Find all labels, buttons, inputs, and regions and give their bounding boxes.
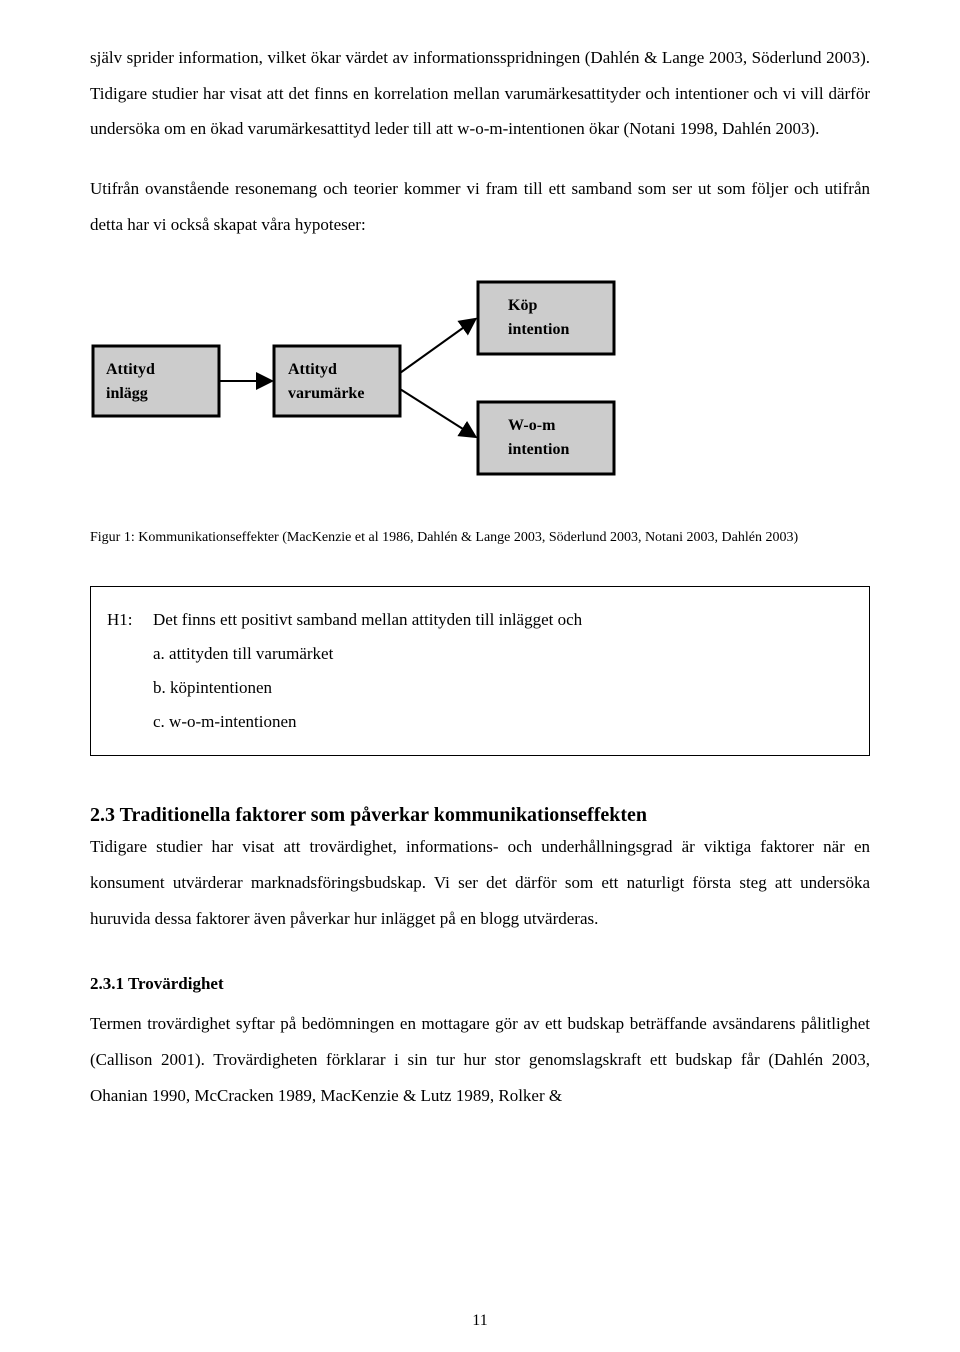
text-kop-intention-1: Köp <box>508 297 537 314</box>
hypothesis-main-row: H1: Det finns ett positivt samband mella… <box>107 603 853 637</box>
paragraph-trovardighet: Termen trovärdighet syftar på bedömninge… <box>90 1006 870 1113</box>
box-attityd-inlagg <box>93 346 219 416</box>
arrow-varumarke-to-wom <box>400 389 474 436</box>
hypothesis-sub-b: b. köpintentionen <box>107 671 853 705</box>
heading-2-3: 2.3 Traditionella faktorer som påverkar … <box>90 804 870 827</box>
text-kop-intention-2: intention <box>508 321 569 338</box>
text-attityd-varumarke-1: Attityd <box>288 361 337 378</box>
heading-2-3-1: 2.3.1 Trovärdighet <box>90 974 870 994</box>
diagram-svg: Attityd inlägg Attityd varumärke Köp int… <box>90 270 630 490</box>
arrow-varumarke-to-kop <box>400 320 474 373</box>
page-number: 11 <box>0 1312 960 1330</box>
hypothesis-label: H1: <box>107 603 153 637</box>
hypothesis-main-text: Det finns ett positivt samband mellan at… <box>153 603 853 637</box>
box-wom-intention <box>478 402 614 474</box>
box-kop-intention <box>478 282 614 354</box>
hypothesis-box: H1: Det finns ett positivt samband mella… <box>90 586 870 756</box>
paragraph-sec23-lead: Tidigare studier har visat att trovärdig… <box>90 829 870 936</box>
figure-1-caption: Figur 1: Kommunikationseffekter (MacKenz… <box>90 526 870 550</box>
communication-effect-diagram: Attityd inlägg Attityd varumärke Köp int… <box>90 270 870 490</box>
text-wom-intention-1: W-o-m <box>508 417 556 434</box>
paragraph-2: Utifrån ovanstående resonemang och teori… <box>90 171 870 242</box>
hypothesis-sub-c: c. w-o-m-intentionen <box>107 705 853 739</box>
box-attityd-varumarke <box>274 346 400 416</box>
text-attityd-inlagg-1: Attityd <box>106 361 155 378</box>
hypothesis-sub-a: a. attityden till varumärket <box>107 637 853 671</box>
text-wom-intention-2: intention <box>508 441 569 458</box>
text-attityd-inlagg-2: inlägg <box>106 385 148 402</box>
page-container: själv sprider information, vilket ökar v… <box>0 0 960 1352</box>
text-attityd-varumarke-2: varumärke <box>288 385 364 402</box>
paragraph-1: själv sprider information, vilket ökar v… <box>90 40 870 147</box>
